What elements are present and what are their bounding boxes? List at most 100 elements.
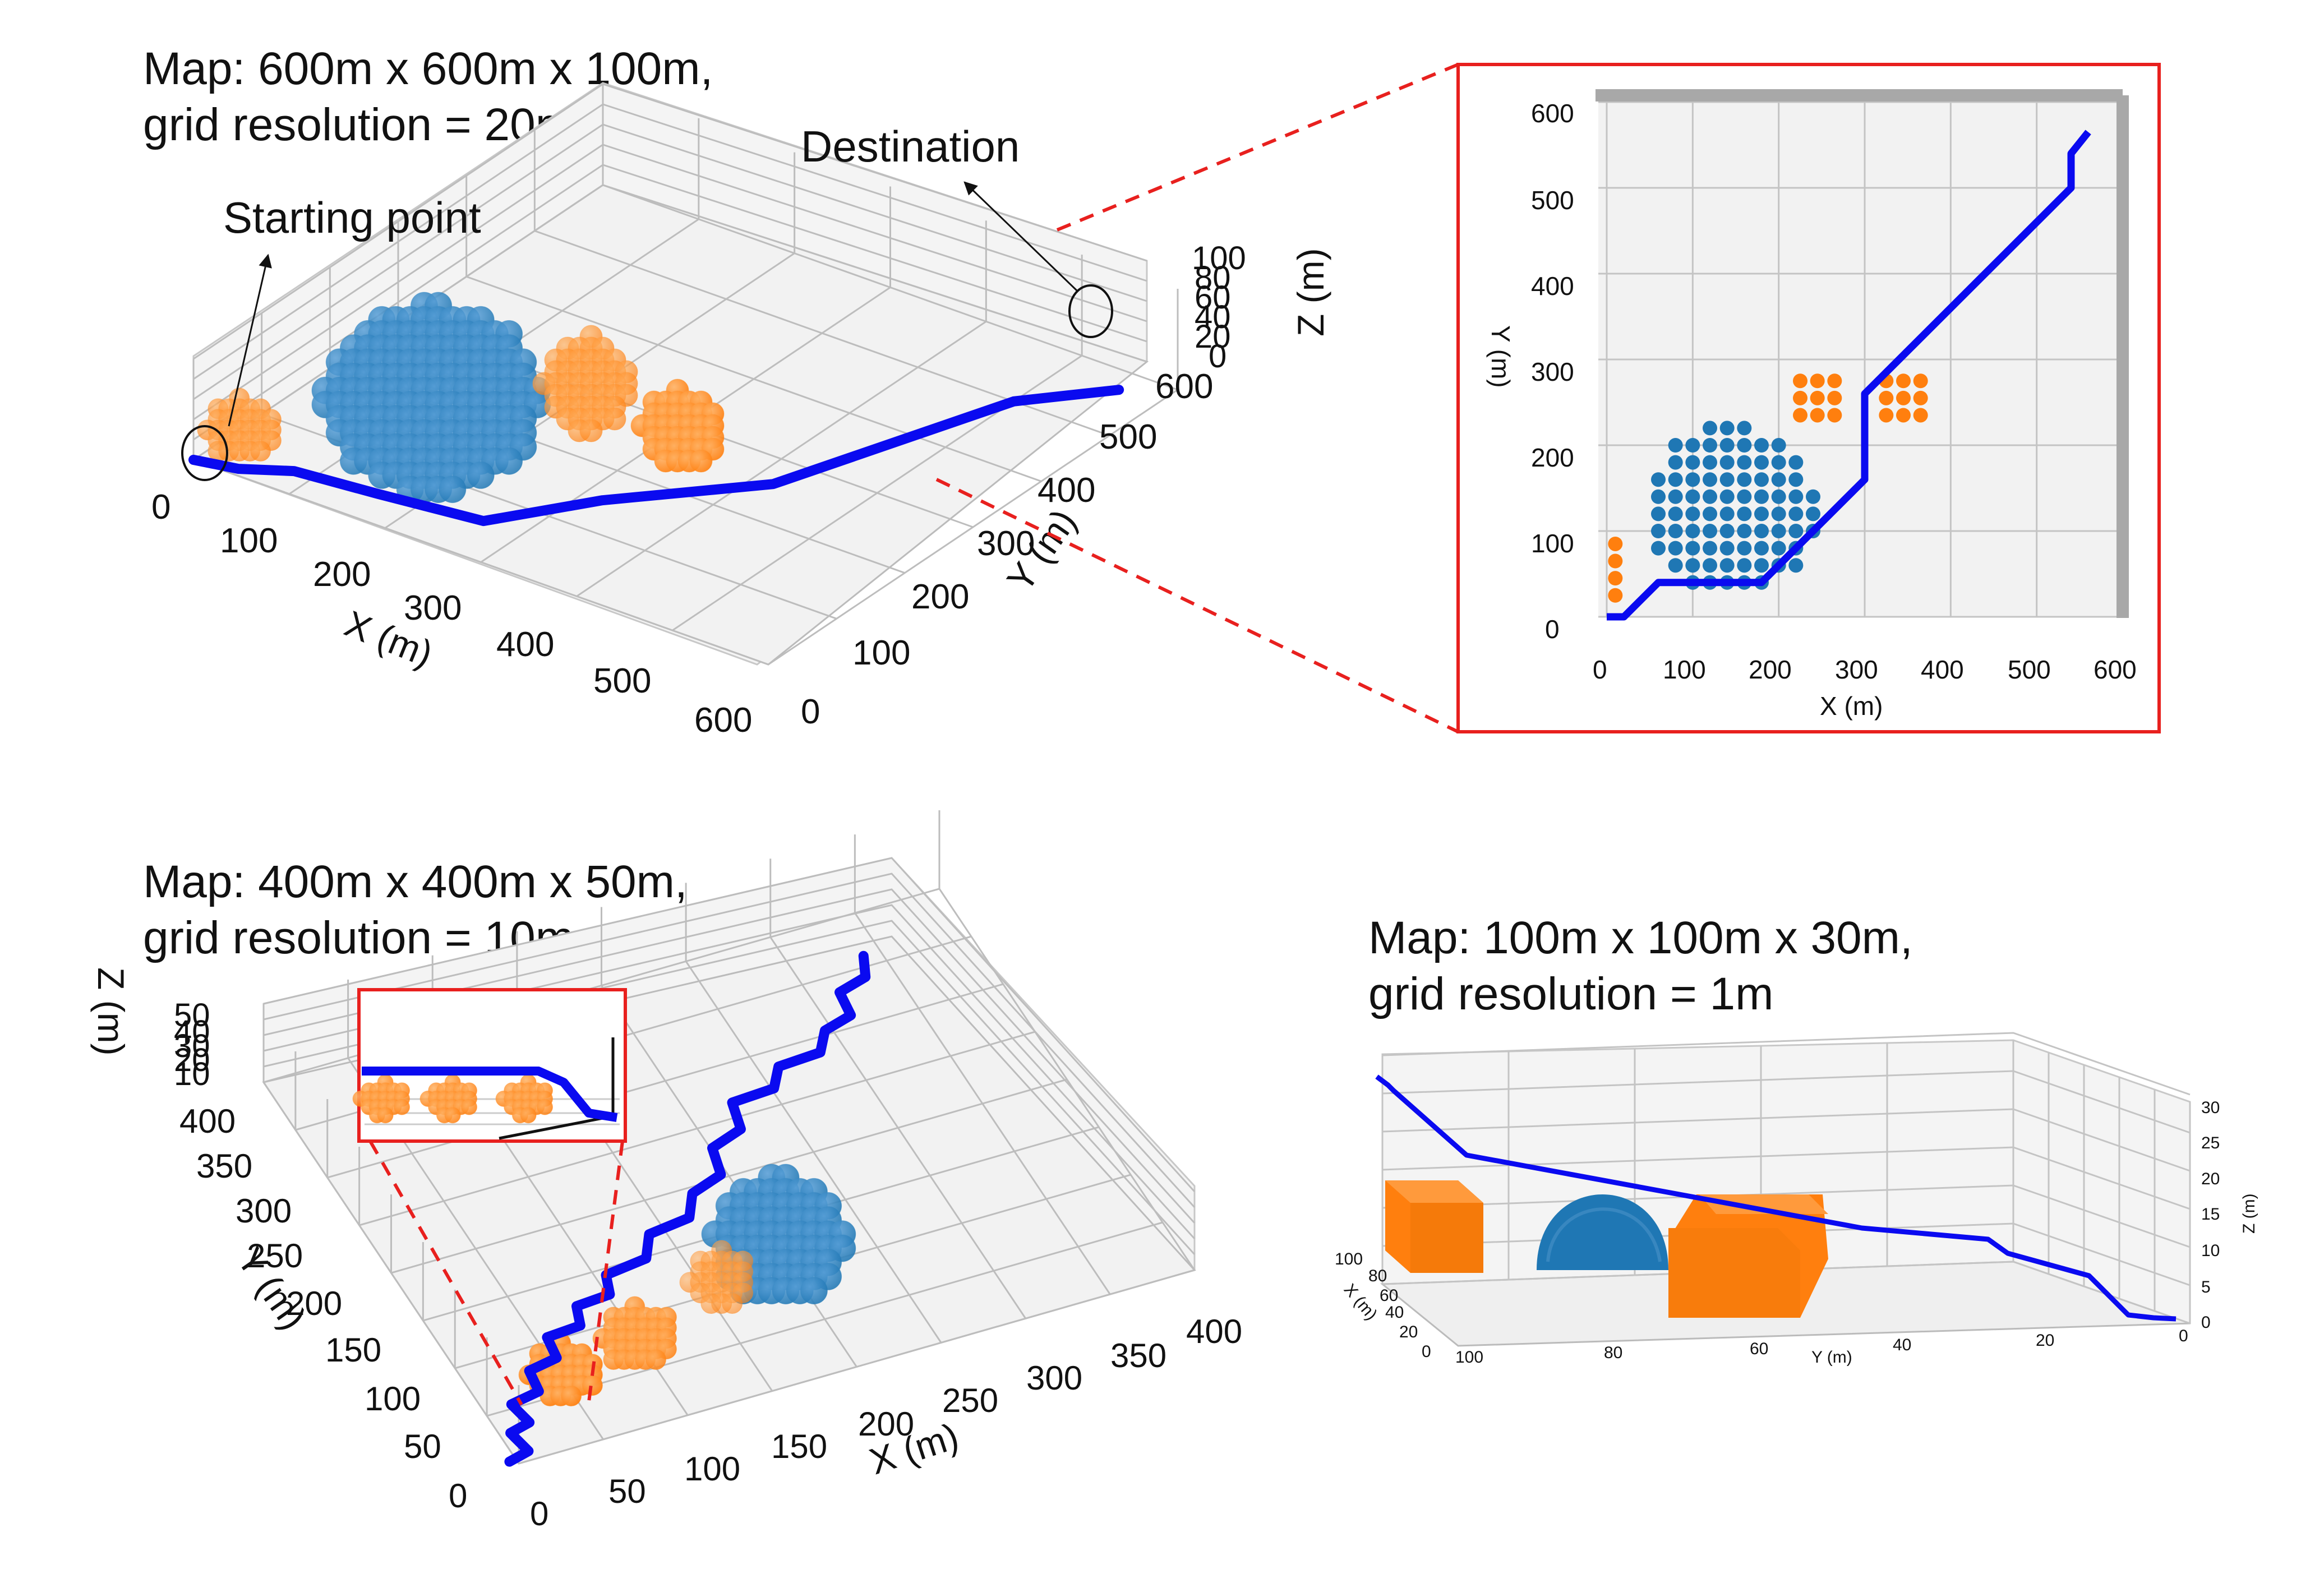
start-point-arrow [228, 253, 272, 427]
panel-b-sphere-obstacle-point [1737, 524, 1752, 538]
panel-b-ytick: 600 [1531, 99, 1574, 128]
panel-c-ytick: 200 [286, 1285, 342, 1322]
panel-c-inset-obstacle-point [537, 1099, 553, 1115]
panel-a-sphere-obstacle-point [495, 447, 523, 475]
panel-c-ytick: 50 [404, 1428, 441, 1465]
panel-c-ytick: 400 [179, 1102, 236, 1140]
panel-c-y-ticks: 0 50 100 150 200 250 300 350 400 [179, 1102, 467, 1515]
panel-c-zlabel: Z (m) [90, 967, 132, 1056]
zoom-link-bottom [935, 478, 1459, 733]
panel-b-sphere-obstacle-point [1668, 524, 1683, 538]
panel-c-inset-frame [357, 988, 627, 1143]
panel-b-sphere-obstacle-point [1651, 489, 1666, 504]
panel-b-box-obstacle-point [1608, 588, 1623, 603]
panel-c-sphere-obstacle-point [800, 1277, 828, 1305]
panel-b-sphere-obstacle-point [1685, 455, 1700, 470]
panel-b-sphere-obstacle-point [1703, 438, 1717, 453]
panel-b-sphere-obstacle-point [1703, 558, 1717, 573]
panel-c-xtick: 250 [942, 1382, 998, 1419]
panel-b-sphere-obstacle-point [1754, 524, 1769, 538]
panel-b-box-obstacle-point [1896, 390, 1911, 405]
panel-b-box-obstacle-point [1793, 373, 1807, 389]
panel-b-ticks: 0 100 200 300 400 500 600 0 100 200 300 … [1531, 99, 2137, 684]
panel-b-box-obstacle-point [1810, 373, 1825, 389]
panel-b-sphere-obstacle-point [1788, 472, 1804, 487]
panel-d-ytick: 80 [1604, 1344, 1622, 1362]
panel-400m-3d: Map: 400m x 400m x 50m, grid resolution … [90, 810, 1242, 1533]
panel-d-xtick: 0 [1422, 1342, 1431, 1361]
panel-b-ylabel: Y (m) [1486, 325, 1515, 388]
panel-a-ytick: 100 [852, 634, 910, 672]
panel-b-plot-area [1598, 95, 2123, 617]
panel-c-inset-obstacles [352, 1074, 553, 1124]
panel-c-ytick: 0 [449, 1477, 467, 1515]
panel-a-box-obstacle-point [579, 419, 603, 442]
panel-c-grid-line [685, 961, 942, 1344]
panel-b-sphere-obstacle-point [1668, 558, 1683, 573]
panel-c-xtick: 350 [1110, 1337, 1166, 1374]
panel-b-sphere-obstacle-point [1788, 455, 1804, 470]
panel-b-box-obstacle-point [1608, 536, 1623, 551]
panel-b-sphere-obstacle-point [1737, 455, 1752, 470]
panel-c-grid-line [854, 912, 1111, 1295]
panel-c-xtick: 200 [858, 1405, 914, 1443]
panel-b-box-obstacle-point [1913, 390, 1928, 405]
panel-b-box-obstacle-point [1810, 390, 1825, 405]
panel-b-sphere-obstacle-point [1651, 506, 1666, 521]
panel-d-sphere-obstacle [1537, 1194, 1668, 1270]
panel-b-sphere-obstacle-point [1719, 421, 1735, 436]
panel-b-box-obstacle-point [1879, 390, 1894, 405]
panel-b-sphere-obstacle-point [1737, 506, 1752, 521]
panel-c-wall-grid-line [263, 857, 1196, 1193]
panel-d-grid [1381, 1032, 2191, 1324]
panel-b-sphere-obstacle-point [1737, 489, 1752, 504]
panel-a-zlabel: Z (m) [1290, 248, 1331, 336]
panel-b-sphere-obstacle-point [1737, 541, 1752, 556]
panel-b-sphere-obstacle-point [1685, 438, 1700, 453]
panel-c-box-obstacle-point [722, 1293, 743, 1314]
destination-marker [1068, 284, 1113, 338]
panel-a-box-obstacle-point [689, 449, 713, 473]
panel-c-ztick: 20 [174, 1042, 210, 1078]
panel-b-box-obstacle-point [1608, 571, 1623, 586]
panel-b-sphere-obstacle-point [1685, 489, 1700, 504]
panel-b-xtick: 600 [2094, 655, 2137, 684]
annotation-destination: Destination [801, 122, 1020, 171]
panel-b-sphere-obstacle-point [1685, 524, 1700, 538]
panel-d-ztick: 15 [2201, 1205, 2220, 1224]
panel-600m-2d: 0 100 200 300 400 500 600 0 100 200 300 … [1456, 63, 2161, 733]
panel-d-xlabel: X (m) [1340, 1280, 1381, 1323]
panel-a-z-ticks: 0 20 40 60 80 100 [1192, 240, 1246, 375]
panel-c-inset-obstacle-point [444, 1107, 461, 1124]
panel-b-sphere-obstacle-point [1703, 506, 1717, 521]
panel-b-sphere-obstacle-point [1719, 558, 1735, 573]
panel-d-ztick: 20 [2201, 1170, 2220, 1188]
panel-b-sphere-obstacle-point [1719, 472, 1735, 487]
panel-c-grid-line [327, 983, 1004, 1179]
panel-b-sphere-obstacle-point [1703, 455, 1717, 470]
panel-c-inset-obstacle-point [461, 1099, 477, 1115]
panel-d-ztick: 10 [2201, 1242, 2220, 1260]
panel-a-ytick: 200 [911, 578, 969, 616]
panel-a-ytick: 600 [1155, 367, 1213, 406]
panel-b-sphere-obstacle-point [1771, 438, 1786, 453]
panel-b-sphere-obstacle-point [1719, 438, 1735, 453]
panel-a-xtick: 300 [404, 589, 462, 627]
panel-c-inset-obstacle-point [520, 1107, 537, 1124]
panel-b-sphere-obstacle-point [1771, 455, 1786, 470]
panel-b-sphere-obstacle-point [1668, 506, 1683, 521]
panel-b-box-obstacle-point [1827, 373, 1842, 389]
panel-a-xtick: 400 [496, 625, 554, 664]
panel-b-box-obstacle-point [1810, 408, 1825, 423]
panel-b-sphere-obstacle-point [1668, 541, 1683, 556]
panel-d-x-ticks: 0 20 40 60 80 100 [1335, 1250, 1431, 1361]
panel-b-sphere-obstacle-point [1737, 438, 1752, 453]
panel-a-box-obstacle-point [603, 407, 626, 431]
panel-b-sphere-obstacle-point [1685, 541, 1700, 556]
panel-c-zoom-link-left [368, 1140, 523, 1406]
panel-c-ztick: 30 [174, 1028, 210, 1064]
panel-d-y-ticks: 100 80 60 40 20 0 [1455, 1327, 2188, 1367]
panel-a-xtick: 200 [313, 555, 371, 594]
panel-b-ytick: 500 [1531, 186, 1574, 215]
panel-b-sphere-obstacle-point [1754, 506, 1769, 521]
